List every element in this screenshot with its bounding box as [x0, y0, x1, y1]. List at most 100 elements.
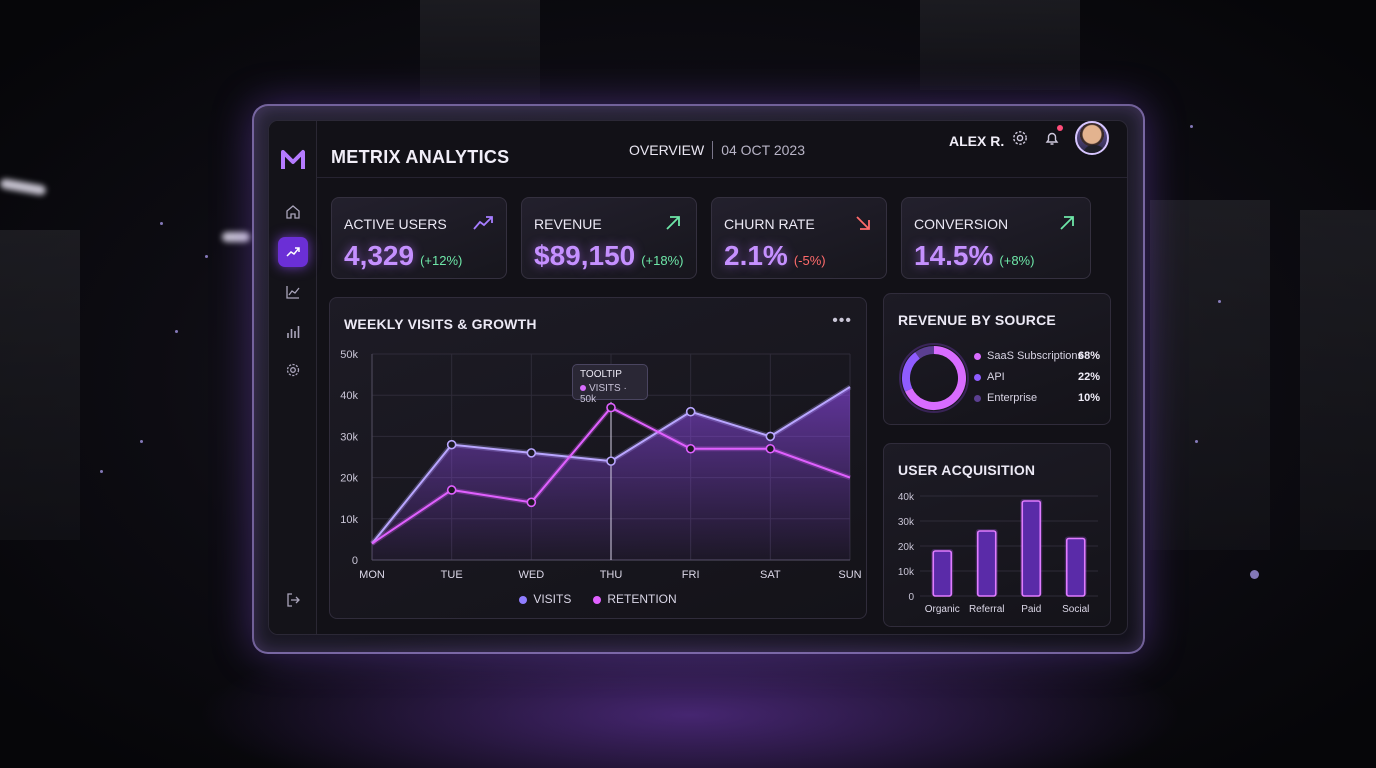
sidebar-item-settings[interactable]: [278, 355, 308, 385]
gear-icon[interactable]: [1011, 129, 1029, 147]
chart-tooltip: TOOLTIP VISITS · 50k: [572, 364, 648, 405]
kpi-value: 14.5% (+8%): [914, 240, 1035, 271]
y-tick-label: 0: [352, 555, 358, 567]
y-tick-label: 0: [908, 592, 914, 603]
kpi-delta: (+12%): [420, 253, 463, 268]
line-chart-icon: [286, 286, 300, 299]
user-name[interactable]: ALEX R.: [949, 133, 1005, 149]
tooltip-title: TOOLTIP: [580, 369, 622, 380]
particle: [175, 330, 178, 333]
x-tick-label: SAT: [760, 569, 781, 581]
avatar[interactable]: [1075, 121, 1109, 155]
logout-button[interactable]: [278, 585, 308, 615]
y-tick-label: 20k: [340, 473, 358, 485]
arrow-up-right-icon: [666, 216, 680, 230]
trend-up-icon: [473, 216, 493, 230]
bar-social: [1065, 537, 1086, 597]
arrow-up-right-icon: [1060, 216, 1074, 230]
x-tick-label: SUN: [838, 569, 861, 581]
kpi-card-churn-rate[interactable]: CHURN RATE 2.1% (-5%): [711, 197, 887, 279]
trending-up-icon: [286, 247, 300, 257]
bar-chart: 0 10k 20k 30k 40k Organic Referral Paid Social: [898, 492, 1098, 615]
kpi-label: ACTIVE USERS: [344, 216, 447, 232]
kpi-label: CHURN RATE: [724, 216, 815, 232]
card-title: REVENUE BY SOURCE: [898, 312, 1056, 328]
donut-slice-0: [905, 346, 966, 410]
arrow-down-right-icon: [856, 216, 870, 230]
kpi-card-active-users[interactable]: ACTIVE USERS 4,329 (+12%): [331, 197, 507, 279]
data-point: [446, 439, 457, 450]
kpi-delta: (-5%): [793, 253, 826, 268]
dashboard-screen: METRIX ANALYTICS OVERVIEW 04 OCT 2023 AL…: [268, 120, 1128, 635]
data-point: [765, 431, 776, 442]
legend-swatch: [974, 394, 981, 402]
logout-icon: [287, 593, 300, 607]
weekly-visits-card: WEEKLY VISITS & GROWTH ••• 0 10k 20k 30k 40k…: [329, 297, 867, 619]
line-chart: 0 10k 20k 30k 40k 50k MON TUE WED THU FRI SAT SUN: [340, 349, 861, 581]
legend-swatch: [519, 595, 528, 604]
legend-item-retention[interactable]: RETENTION: [593, 592, 677, 606]
sidebar-item-line-chart[interactable]: [278, 277, 308, 307]
header-date: 04 OCT 2023: [721, 142, 805, 158]
sidebar: [269, 121, 317, 634]
background-light: [0, 178, 47, 196]
home-icon: [286, 205, 300, 219]
source-row-saas: SaaS Subscriptions 68%: [974, 350, 1100, 362]
x-tick-label: MON: [359, 569, 385, 581]
donut-slice-2: [915, 346, 935, 359]
source-row-api: API 22%: [974, 371, 1100, 383]
donut-slice-1: [902, 352, 921, 392]
y-tick-label: 40k: [898, 492, 915, 503]
data-point: [765, 443, 776, 454]
background-pillar: [420, 0, 540, 100]
background-light: [222, 232, 250, 242]
particle: [100, 470, 103, 473]
particle: [1250, 570, 1259, 579]
y-tick-label: 30k: [898, 517, 915, 528]
breadcrumb: OVERVIEW 04 OCT 2023: [629, 141, 805, 159]
kpi-delta: (+8%): [999, 253, 1035, 268]
sidebar-item-home[interactable]: [278, 197, 308, 227]
y-tick-label: 50k: [340, 349, 358, 361]
user-acquisition-card: USER ACQUISITION 0 10k 20k 30k 40k Organic Ref…: [883, 443, 1111, 627]
background-pillar: [1150, 200, 1270, 550]
donut-glow: [899, 343, 969, 413]
data-point: [685, 406, 696, 417]
y-tick-label: 20k: [898, 542, 915, 553]
bar-organic: [932, 550, 953, 597]
data-point: [685, 443, 696, 454]
kpi-label: CONVERSION: [914, 216, 1009, 232]
y-tick-label: 10k: [340, 514, 358, 526]
particle: [205, 255, 208, 258]
bar-paid: [1021, 500, 1042, 597]
kpi-value: $89,150 (+18%): [534, 240, 684, 271]
tooltip-row: VISITS · 50k: [580, 383, 627, 405]
x-tick-label: FRI: [682, 569, 700, 581]
sidebar-item-bar-chart[interactable]: [278, 317, 308, 347]
bell-icon[interactable]: [1043, 129, 1061, 147]
chart-legend: VISITS RETENTION: [330, 592, 866, 606]
x-tick-label: TUE: [441, 569, 463, 581]
card-title: USER ACQUISITION: [898, 462, 1036, 478]
x-tick-label: Referral: [969, 604, 1005, 615]
x-tick-label: Organic: [925, 604, 960, 615]
tooltip-swatch: [580, 385, 586, 391]
metrix-logo: [281, 150, 305, 169]
more-options-button[interactable]: •••: [832, 312, 852, 329]
y-tick-label: 10k: [898, 567, 915, 578]
kpi-card-revenue[interactable]: REVENUE $89,150 (+18%): [521, 197, 697, 279]
header-divider: [317, 177, 1127, 178]
revenue-source-card: REVENUE BY SOURCE SaaS Subscriptions 68% …: [883, 293, 1111, 425]
bar-referral: [976, 530, 997, 597]
sidebar-item-trends[interactable]: [278, 237, 308, 267]
legend-swatch: [974, 352, 981, 360]
particle: [140, 440, 143, 443]
legend-swatch: [593, 595, 602, 604]
kpi-value: 4,329 (+12%): [344, 240, 463, 271]
legend-item-visits[interactable]: VISITS: [519, 592, 571, 606]
data-point: [446, 485, 457, 495]
chart-title: WEEKLY VISITS & GROWTH: [344, 316, 537, 332]
kpi-card-conversion[interactable]: CONVERSION 14.5% (+8%): [901, 197, 1091, 279]
y-tick-label: 40k: [340, 390, 358, 402]
kpi-delta: (+18%): [641, 253, 684, 268]
